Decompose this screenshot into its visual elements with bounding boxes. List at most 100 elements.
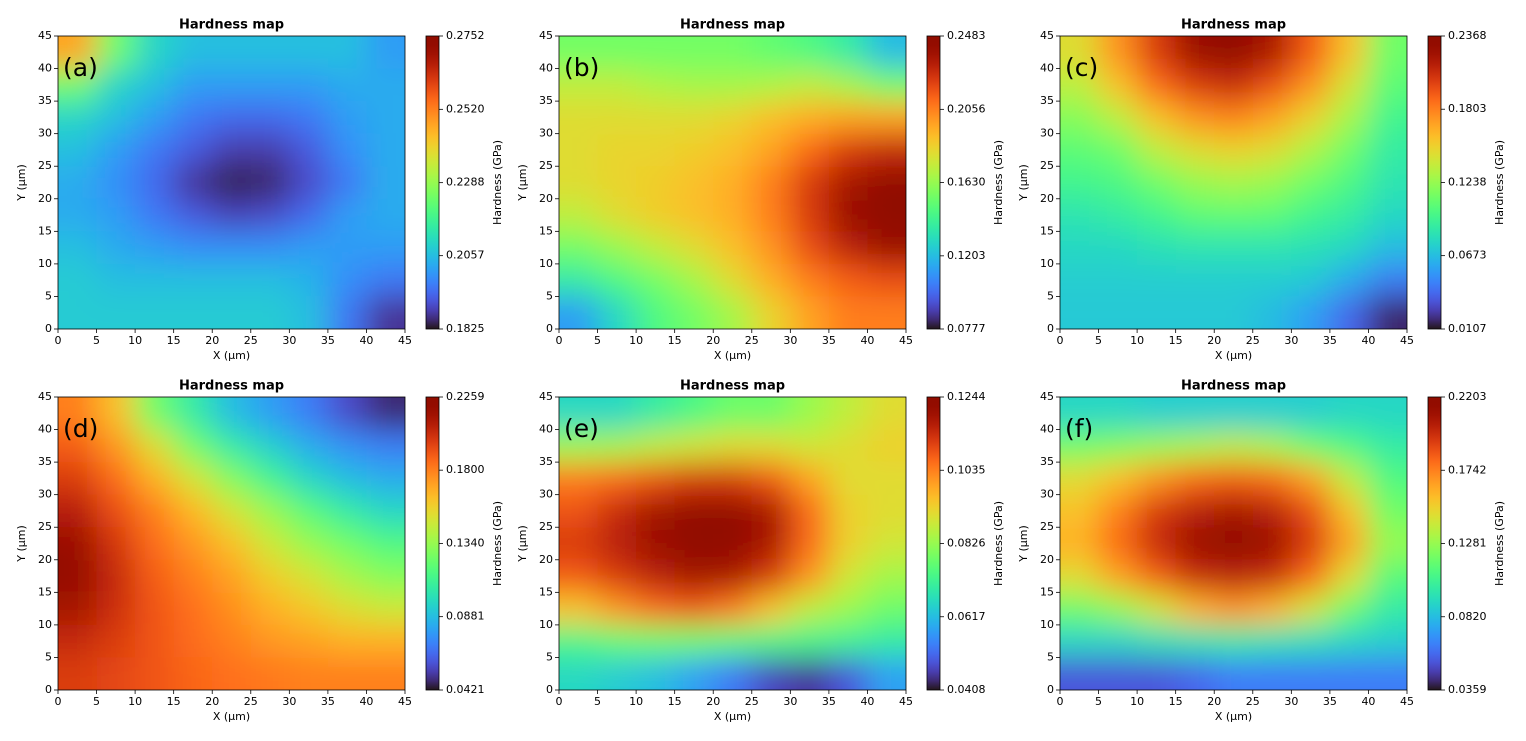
y-tick-label: 25 bbox=[38, 520, 52, 533]
heatmap-cell bbox=[1214, 166, 1254, 200]
x-tick-label: 0 bbox=[55, 695, 62, 708]
x-tick-label: 0 bbox=[55, 334, 62, 347]
heatmap-cell bbox=[1137, 559, 1177, 593]
colorbar-tick-label: 0.0107 bbox=[1448, 322, 1487, 335]
heatmap-cell bbox=[1060, 36, 1100, 70]
heatmap-cell bbox=[1329, 296, 1369, 329]
heatmap-cell bbox=[58, 166, 98, 200]
heatmap-cell bbox=[790, 101, 830, 135]
heatmap-cell bbox=[135, 101, 175, 135]
heatmap-cell bbox=[713, 559, 753, 593]
heatmap-cell bbox=[96, 494, 136, 528]
heatmap-cell bbox=[1137, 263, 1177, 297]
heatmap-cell bbox=[135, 527, 175, 561]
heatmap-cell bbox=[751, 527, 791, 561]
y-tick-label: 35 bbox=[539, 94, 553, 107]
y-tick-label: 10 bbox=[1040, 618, 1054, 631]
heatmap-cell bbox=[867, 429, 906, 463]
heatmap-cell bbox=[1214, 527, 1254, 561]
heatmap-cell bbox=[250, 263, 290, 297]
heatmap-cell bbox=[212, 397, 252, 431]
heatmap-cell bbox=[790, 429, 830, 463]
heatmap-cell bbox=[1252, 231, 1292, 265]
heatmap-cell bbox=[1368, 657, 1407, 690]
heatmap-cell bbox=[828, 494, 868, 528]
heatmap-cell bbox=[1098, 429, 1138, 463]
x-tick-label: 0 bbox=[1057, 334, 1064, 347]
y-axis-label: Y (µm) bbox=[15, 164, 28, 202]
x-tick-label: 45 bbox=[398, 334, 412, 347]
heatmap-cell bbox=[289, 592, 329, 626]
axes-frame bbox=[57, 35, 406, 330]
heatmap-cell bbox=[713, 166, 753, 200]
heatmap-cell bbox=[173, 462, 213, 496]
y-tick-label: 10 bbox=[1040, 257, 1054, 270]
heatmap-cell bbox=[636, 198, 676, 232]
x-tick-label: 5 bbox=[1095, 334, 1102, 347]
heatmap-cell bbox=[790, 68, 830, 102]
heatmap-cell bbox=[597, 527, 637, 561]
heatmap-cell bbox=[828, 101, 868, 135]
x-tick-label: 35 bbox=[321, 695, 335, 708]
heatmap-cell bbox=[1329, 198, 1369, 232]
heatmap-cell bbox=[327, 559, 367, 593]
heatmap-cell bbox=[1060, 624, 1100, 658]
heatmap-cell bbox=[828, 559, 868, 593]
y-tick-label: 45 bbox=[539, 29, 553, 42]
x-tick-label: 35 bbox=[1323, 695, 1337, 708]
x-tick-label: 5 bbox=[594, 695, 601, 708]
heatmap-cell bbox=[1252, 101, 1292, 135]
y-tick-label: 30 bbox=[539, 488, 553, 501]
heatmap-cell bbox=[212, 527, 252, 561]
heatmap-cell bbox=[636, 36, 676, 70]
x-tick-label: 20 bbox=[205, 695, 219, 708]
heatmap-cell bbox=[867, 624, 906, 658]
heatmap-cell bbox=[96, 296, 136, 329]
heatmap-cell bbox=[366, 592, 405, 626]
y-tick-label: 5 bbox=[1047, 650, 1054, 663]
heatmap-cell bbox=[135, 296, 175, 329]
heatmap-cell bbox=[597, 657, 637, 690]
heatmap-cell bbox=[1368, 624, 1407, 658]
panel-label: (d) bbox=[63, 414, 98, 443]
heatmap-cell bbox=[1368, 397, 1407, 431]
heatmap-cell bbox=[751, 133, 791, 167]
colorbar-tick-label: 0.1281 bbox=[1448, 537, 1487, 550]
heatmap-cell bbox=[327, 263, 367, 297]
heatmap-cell bbox=[1137, 397, 1177, 431]
heatmap-cell bbox=[559, 263, 599, 297]
y-axis-label: Y (µm) bbox=[516, 164, 529, 202]
heatmap-cell bbox=[1098, 36, 1138, 70]
heatmap-cell bbox=[1291, 527, 1331, 561]
x-tick-label: 40 bbox=[1361, 334, 1375, 347]
heatmap-cell bbox=[173, 559, 213, 593]
heatmap-cell bbox=[212, 494, 252, 528]
heatmap-cell bbox=[173, 429, 213, 463]
colorbar-tick-label: 0.1203 bbox=[947, 249, 986, 262]
heatmap-cell bbox=[674, 527, 714, 561]
heatmap-cell bbox=[212, 101, 252, 135]
heatmap-cell bbox=[135, 36, 175, 70]
heatmap-cell bbox=[751, 592, 791, 626]
heatmap-cell bbox=[597, 462, 637, 496]
heatmap-cell bbox=[597, 296, 637, 329]
heatmap-cell bbox=[1214, 68, 1254, 102]
colorbar bbox=[1427, 35, 1442, 330]
y-tick-label: 35 bbox=[38, 94, 52, 107]
heatmap-cell bbox=[212, 263, 252, 297]
y-tick-label: 5 bbox=[45, 650, 52, 663]
heatmap-cell bbox=[58, 559, 98, 593]
heatmap-cell bbox=[289, 263, 329, 297]
heatmap-cell bbox=[1291, 68, 1331, 102]
heatmap-cell bbox=[58, 462, 98, 496]
heatmap-cell bbox=[636, 429, 676, 463]
y-tick-label: 0 bbox=[45, 683, 52, 696]
colorbar-tick-label: 0.1035 bbox=[947, 463, 986, 476]
heatmap-cell bbox=[250, 527, 290, 561]
heatmap-cell bbox=[96, 101, 136, 135]
heatmap-cell bbox=[250, 657, 290, 690]
heatmap-cell bbox=[96, 133, 136, 167]
heatmap-cell bbox=[289, 133, 329, 167]
heatmap-cell bbox=[250, 559, 290, 593]
heatmap-cell bbox=[751, 166, 791, 200]
